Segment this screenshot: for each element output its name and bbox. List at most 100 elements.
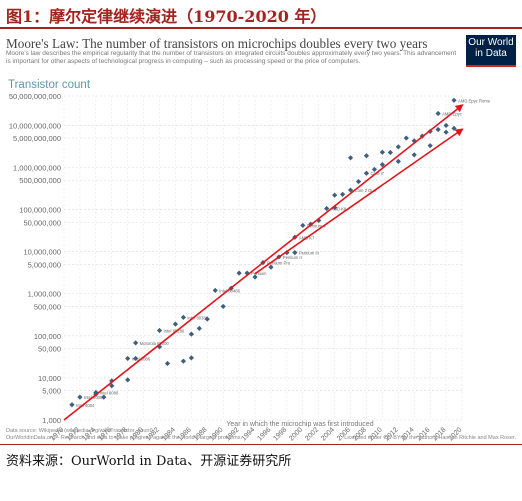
data-point <box>109 378 115 384</box>
owid-logo-text: Our World in Data <box>468 37 514 59</box>
data-point <box>347 187 354 193</box>
trend-arrow <box>63 104 464 421</box>
data-point <box>332 192 338 198</box>
data-point-label: Core 2 Duo <box>355 188 377 193</box>
x-axis-label: Year in which the microchip was first in… <box>226 421 373 428</box>
data-point <box>395 144 401 150</box>
data-point <box>443 129 449 135</box>
footer-license: Licensed under CC-BY by the authors Hann… <box>344 435 516 441</box>
data-point-label: AMD Epyc Rome <box>458 98 491 103</box>
x-tick-label: 2004 <box>320 426 336 442</box>
footer-source: Data source: Wikipedia (wikipedia.org/wi… <box>6 428 153 434</box>
data-point <box>188 355 194 361</box>
chart-subtitle-box: Moore's law describes the empirical regu… <box>6 50 457 65</box>
source-note: 资料来源：OurWorld in Data、开源证券研究所 <box>6 454 292 469</box>
y-tick-label: 1,000,000,000 <box>13 163 61 172</box>
data-point <box>451 125 457 131</box>
data-point-label: Pentium <box>251 271 267 276</box>
data-point-label: AMD K8 <box>331 207 347 212</box>
data-point <box>133 340 139 346</box>
data-point <box>387 149 393 156</box>
data-point <box>371 166 378 173</box>
y-tick-label: 10,000 <box>38 374 61 383</box>
data-point <box>379 149 385 155</box>
data-point <box>324 205 330 212</box>
data-point <box>212 287 218 294</box>
y-axis-ticks: 1,000 5,000 10,000 50,000 100,000 500,000 1,00… <box>9 92 61 425</box>
y-tick-label: 100,000 <box>34 332 61 341</box>
y-tick-label: 50,000 <box>38 345 61 354</box>
y-tick-label: 10,000,000,000 <box>9 121 61 130</box>
data-point-label: Pentium II <box>283 255 302 260</box>
data-point-label: Intel 80286 <box>164 328 185 333</box>
data-point <box>411 152 417 158</box>
data-point <box>133 355 139 362</box>
chart-subtitle: Moore's law describes the empirical regu… <box>6 50 457 65</box>
data-point <box>125 355 131 362</box>
data-point <box>164 360 171 367</box>
data-point <box>395 158 401 164</box>
data-point <box>156 344 163 350</box>
y-tick-label: 100,000,000 <box>19 206 61 215</box>
data-point <box>180 314 186 320</box>
data-point <box>363 170 370 176</box>
x-tick-label: 1996 <box>256 426 272 442</box>
y-tick-label: 1,000,000 <box>28 290 61 299</box>
y-tick-label: 1,000 <box>42 416 61 425</box>
data-point <box>347 155 354 161</box>
data-point <box>292 250 298 256</box>
y-tick-label: 50,000,000,000 <box>9 92 61 101</box>
data-point <box>363 153 370 159</box>
data-point <box>252 274 258 280</box>
data-point <box>316 217 322 224</box>
chart-title: Moore's Law: The number of transistors o… <box>6 36 427 51</box>
footer-owid: OurWorldinData.org – Research and data t… <box>6 435 243 441</box>
x-tick-label: 1994 <box>240 426 256 442</box>
data-point-label: Intel 8080 <box>100 391 119 396</box>
data-point-label: Motorola 68000 <box>140 341 170 346</box>
y-tick-label: 500,000,000 <box>19 176 61 185</box>
data-point <box>355 178 362 185</box>
data-point <box>77 394 83 400</box>
owid-logo: Our World in Data <box>466 35 516 67</box>
data-point <box>340 191 346 197</box>
data-point-label: Intel 4004 <box>76 403 95 408</box>
data-point-label: Pentium III <box>299 251 319 256</box>
data-point <box>204 316 210 322</box>
data-point-label: Intel 80486 <box>219 288 240 293</box>
source-rule <box>0 444 522 445</box>
y-tick-label: 5,000,000,000 <box>13 134 61 143</box>
x-tick-label: 2000 <box>288 426 304 442</box>
data-point <box>379 162 385 168</box>
data-point-label: Pentium 4 <box>307 223 327 228</box>
y-tick-label: 500,000 <box>34 302 61 311</box>
data-point <box>172 321 179 327</box>
data-point-label: Core i7 <box>370 171 384 176</box>
data-point-label: Pentium Pro <box>267 261 291 266</box>
data-point <box>125 377 131 383</box>
y-tick-label: 10,000,000 <box>23 248 61 257</box>
data-point <box>332 204 338 211</box>
y-tick-label: 5,000 <box>42 387 61 396</box>
data-point <box>101 394 107 400</box>
data-point <box>427 143 433 149</box>
data-point <box>236 270 242 276</box>
data-point <box>180 358 186 364</box>
x-tick-label: 1998 <box>272 426 288 442</box>
caption-rule <box>0 27 522 29</box>
x-tick-label: 2002 <box>304 426 320 442</box>
chart: Moore's Law: The number of transistors o… <box>6 35 516 442</box>
data-point <box>220 303 226 310</box>
data-point <box>109 383 115 389</box>
data-point <box>196 325 202 332</box>
y-axis-label: Transistor count <box>8 79 91 91</box>
y-tick-label: 5,000,000 <box>28 260 61 269</box>
data-point <box>435 126 441 133</box>
data-point <box>443 122 449 129</box>
trend-lines <box>63 104 464 421</box>
data-point <box>188 331 194 337</box>
figure-caption: 图1：摩尔定律继续演进（1970-2020 年） <box>6 7 327 26</box>
data-point <box>411 138 417 144</box>
grid <box>63 95 463 421</box>
